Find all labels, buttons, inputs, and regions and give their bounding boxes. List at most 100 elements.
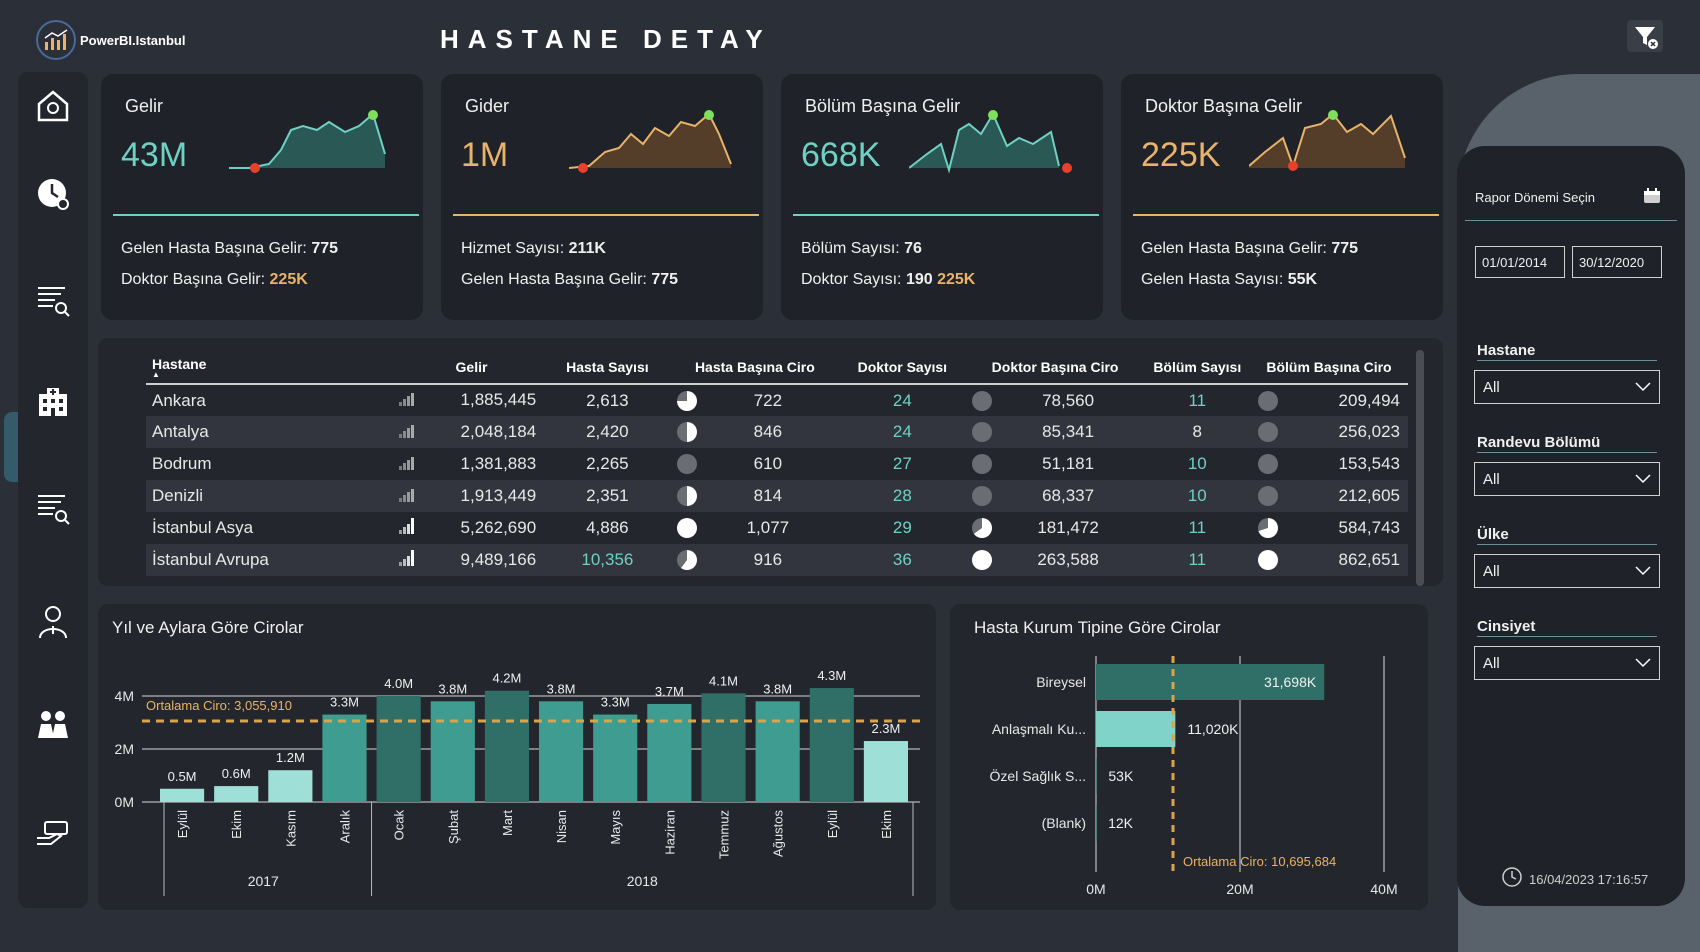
- bar[interactable]: [430, 701, 475, 802]
- cell-doktor-basina-ciro: 78,560: [966, 384, 1145, 416]
- bar[interactable]: [809, 688, 854, 802]
- x-tick-label: Haziran: [662, 810, 677, 855]
- cell-doktor-sayisi: 28: [839, 480, 966, 512]
- cell-doktor-sayisi: 24: [839, 416, 966, 448]
- kpi-value: 225K: [1141, 136, 1221, 174]
- table-row[interactable]: Bodrum 1,381,883 2,265 610 27 51,181 10 …: [146, 448, 1408, 480]
- cell-bolum-sayisi: 11: [1188, 518, 1207, 537]
- table-scrollbar[interactable]: [1416, 350, 1424, 586]
- bar-data-label: 3.7M: [655, 684, 684, 699]
- cell-hasta-sayisi: 10,356: [544, 544, 671, 576]
- column-header-gelir[interactable]: Gelir: [398, 350, 545, 385]
- x-tick-label: Aralık: [338, 810, 353, 844]
- cell-hasta-basina-ciro: 916: [670, 544, 840, 576]
- category-label: Bireysel: [1036, 674, 1086, 690]
- group-label: 2018: [627, 873, 658, 889]
- column-header-hasta-sayisi[interactable]: Hasta Sayısı: [544, 350, 671, 385]
- bar[interactable]: [701, 693, 746, 802]
- table-row[interactable]: Ankara 1,885,445 2,613 722 24 78,560 11 …: [146, 384, 1408, 416]
- bar[interactable]: [755, 701, 800, 802]
- column-header-bolum-sayisi[interactable]: Bölüm Sayısı: [1144, 350, 1250, 385]
- filter-underline: [1477, 360, 1657, 361]
- chevron-down-icon: [1635, 379, 1651, 396]
- cell-bolum-basina-ciro: 153,543: [1250, 448, 1408, 480]
- cell-doktor-basina-ciro: 68,337: [965, 480, 1145, 512]
- signal-bars-icon: [398, 517, 415, 539]
- filter-dropdown-randevu-bolumu[interactable]: All: [1474, 462, 1660, 496]
- table-row[interactable]: İstanbul Avrupa 9,489,166 10,356 916 36 …: [146, 544, 1408, 576]
- table-row[interactable]: İstanbul Asya 5,262,690 4,886 1,077 29 1…: [146, 512, 1408, 544]
- bar[interactable]: [322, 714, 367, 802]
- bar-data-label: 4.3M: [817, 668, 846, 683]
- x-tick-label: Eylül: [825, 810, 840, 838]
- chart-title: Hasta Kurum Tipine Göre Cirolar: [974, 618, 1221, 637]
- column-header-hasta-basina-ciro[interactable]: Hasta Başına Ciro: [670, 350, 840, 385]
- chevron-down-icon: [1635, 471, 1651, 488]
- institution-revenue-chart: 0M 20M 40M Bireysel 31,698K Anlaşmalı Ku... 11…: [990, 656, 1398, 897]
- list-search-icon-2[interactable]: [35, 490, 71, 526]
- bar[interactable]: [593, 714, 638, 802]
- date-start-input[interactable]: 01/01/2014: [1475, 246, 1565, 278]
- bar[interactable]: [1096, 711, 1176, 747]
- filter-dropdown-hastane[interactable]: All: [1474, 370, 1660, 404]
- bar[interactable]: [539, 701, 584, 802]
- cell-bolum-sayisi: 11: [1144, 544, 1250, 576]
- bar[interactable]: [1096, 805, 1097, 841]
- bar-data-label: 31,698K: [1264, 674, 1317, 690]
- category-label: Özel Sağlık S...: [990, 767, 1086, 784]
- table-header-row: Hastane ▲ Gelir Hasta Sayısı Hasta Başına…: [146, 350, 1408, 385]
- cell-hasta-basina-ciro: 1,077: [671, 512, 840, 544]
- home-medical-icon[interactable]: [35, 88, 71, 124]
- x-tick-label: Mayıs: [608, 810, 623, 845]
- column-header-hastane[interactable]: Hastane ▲: [146, 350, 399, 385]
- column-header-doktor-basina-ciro[interactable]: Doktor Başına Ciro: [965, 350, 1145, 385]
- table-row[interactable]: Denizli 1,913,449 2,351 814 28 68,337 10…: [146, 480, 1408, 512]
- kpi-title: Gider: [465, 96, 510, 116]
- hospital-table-panel: Hastane ▲ Gelir Hasta Sayısı Hasta Başına…: [98, 338, 1443, 586]
- bar-data-label: 3.8M: [763, 681, 792, 696]
- column-header-doktor-sayisi[interactable]: Doktor Sayısı: [839, 350, 966, 385]
- kpi-title: Gelir: [125, 96, 164, 116]
- clock-user-icon[interactable]: [35, 176, 71, 212]
- doctor-icon[interactable]: [35, 604, 71, 640]
- clear-filters-icon[interactable]: [1625, 18, 1665, 54]
- bar[interactable]: [160, 788, 205, 802]
- kpi-sub-2: Gelen Hasta Sayısı: 55K: [1141, 271, 1318, 288]
- kpi-sub-1: Bölüm Sayısı: 76: [801, 240, 922, 257]
- kpi-value: 668K: [801, 136, 881, 174]
- filter-dropdown-cinsiyet[interactable]: All: [1474, 646, 1660, 680]
- bar[interactable]: [484, 690, 529, 802]
- patients-icon[interactable]: [35, 708, 71, 744]
- kpi-divider: [453, 214, 759, 216]
- calendar-icon[interactable]: [1643, 188, 1661, 209]
- bar[interactable]: [268, 770, 313, 802]
- hospital-icon[interactable]: [35, 384, 71, 420]
- date-end-input[interactable]: 30/12/2020: [1572, 246, 1662, 278]
- x-tick-label: Kasım: [283, 810, 298, 847]
- bar-data-label: 12K: [1108, 815, 1134, 831]
- cell-bolum-basina-ciro: 209,494: [1250, 384, 1408, 416]
- bar[interactable]: [214, 786, 259, 802]
- bar-data-label: 3.8M: [438, 681, 467, 696]
- x-tick-label: 20M: [1226, 881, 1253, 897]
- bar[interactable]: [1096, 664, 1325, 700]
- bar[interactable]: [1096, 758, 1097, 794]
- bar[interactable]: [863, 741, 908, 802]
- sidebar-active-indicator: [4, 412, 20, 482]
- bar[interactable]: [376, 696, 421, 802]
- signal-bars-icon: [398, 454, 415, 475]
- list-search-icon[interactable]: [35, 282, 71, 318]
- date-range-label: Rapor Dönemi Seçin: [1475, 190, 1595, 205]
- cell-bolum-basina-ciro: 212,605: [1249, 480, 1408, 512]
- pie-indicator-icon: [971, 486, 992, 506]
- cell-hastane: Bodrum: [152, 454, 212, 473]
- column-header-bolum-basina-ciro[interactable]: Bölüm Başına Ciro: [1249, 350, 1408, 385]
- cell-bolum-sayisi: 10: [1187, 454, 1207, 473]
- cell-bolum-sayisi: 8: [1144, 416, 1250, 448]
- cell-hasta-sayisi: 4,886: [586, 518, 629, 537]
- payment-hand-icon[interactable]: [35, 814, 71, 850]
- table-row[interactable]: Antalya 2,048,184 2,420 846 24 85,341 8 …: [146, 416, 1408, 448]
- filter-dropdown-ulke[interactable]: All: [1474, 554, 1660, 588]
- bar[interactable]: [647, 703, 692, 802]
- x-tick-label: Ekim: [229, 810, 244, 839]
